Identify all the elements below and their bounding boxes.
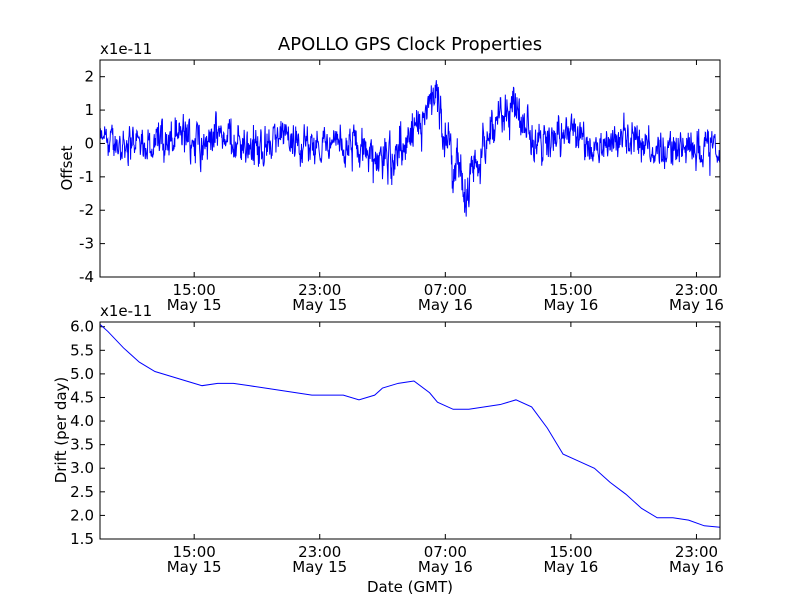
y-tick-label: 4.0 [70,412,94,430]
y-tick-label: 2 [84,68,94,86]
x-tick-time-label: 23:00 [298,281,341,299]
drift-panel: x1e-11 1.5 2.0 2.5 3.0 3.5 4.0 4.5 5.0 5.5 6.0 15:… [52,302,724,596]
x-tick-time-label: 23:00 [298,543,341,561]
x-tick-date-label: May 15 [292,558,347,576]
x-tick-time-label: 15:00 [549,281,592,299]
x-tick-time-label: 15:00 [173,281,216,299]
y-tick-label: 2.5 [70,483,94,501]
drift-series-line [99,323,721,528]
y-tick-label: -1 [79,168,94,186]
x-tick-date-label: May 16 [669,558,724,576]
y-tick-label: 2.0 [70,506,94,524]
x-tick-time-label: 07:00 [424,543,467,561]
x-tick-date-label: May 16 [543,296,598,314]
x-tick-date-label: May 16 [418,558,473,576]
y-tick-label: 3.0 [70,459,94,477]
chart-title: APOLLO GPS Clock Properties [278,34,542,55]
x-tick-date-label: May 16 [543,558,598,576]
y-tick-label: 6.0 [70,318,94,336]
y-tick-label: 1 [84,101,94,119]
y-tick-label: 1.5 [70,530,94,548]
x-tick-date-label: May 15 [167,558,222,576]
drift-axes-frame [99,321,721,540]
x-tick-date-label: May 15 [292,296,347,314]
y-tick-label: 5.5 [70,341,94,359]
x-tick-date-label: May 15 [167,296,222,314]
y-tick-label: -4 [79,268,94,286]
x-tick-time-label: 23:00 [675,543,718,561]
drift-ylabel: Drift (per day) [52,377,70,484]
y-tick-label: 0 [84,134,94,152]
drift-multiplier: x1e-11 [100,302,152,320]
offset-multiplier: x1e-11 [100,40,152,58]
offset-series-line [99,80,721,217]
x-tick-time-label: 15:00 [549,543,592,561]
x-tick-date-label: May 16 [669,296,724,314]
y-tick-label: -3 [79,235,94,253]
offset-ylabel: Offset [58,145,76,190]
y-tick-label: -2 [79,201,94,219]
y-tick-label: 4.5 [70,388,94,406]
x-tick-time-label: 15:00 [173,543,216,561]
y-tick-label: 5.0 [70,365,94,383]
y-tick-label: 3.5 [70,436,94,454]
x-tick-time-label: 23:00 [675,281,718,299]
offset-axes-frame [99,59,721,278]
drift-xlabel: Date (GMT) [367,578,453,596]
x-tick-time-label: 07:00 [424,281,467,299]
x-tick-date-label: May 16 [418,296,473,314]
